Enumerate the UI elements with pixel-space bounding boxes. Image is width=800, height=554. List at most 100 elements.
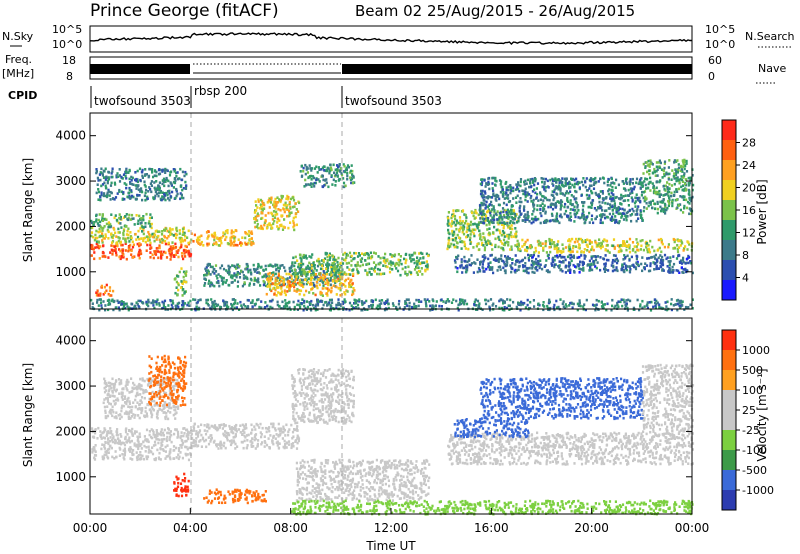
data-cell xyxy=(337,271,340,274)
data-cell xyxy=(553,308,556,312)
data-cell xyxy=(326,303,329,307)
data-cell xyxy=(382,259,385,263)
data-cell xyxy=(128,169,131,173)
data-cell xyxy=(337,301,340,305)
data-cell xyxy=(527,271,530,275)
data-cell xyxy=(447,244,450,248)
data-cell xyxy=(252,242,255,245)
data-cell xyxy=(590,184,593,187)
data-cell xyxy=(584,180,587,184)
data-cell xyxy=(488,187,491,191)
data-cell xyxy=(107,237,110,240)
data-cell xyxy=(672,262,676,266)
data-cell xyxy=(654,257,657,260)
data-cell xyxy=(632,187,635,191)
data-cell xyxy=(497,245,500,249)
data-cell xyxy=(682,162,685,166)
data-cell xyxy=(592,187,596,190)
data-cell xyxy=(170,251,173,255)
data-cell xyxy=(435,300,438,303)
data-cell xyxy=(371,300,374,304)
data-cell xyxy=(573,212,576,216)
data-cell xyxy=(653,268,656,271)
data-cell xyxy=(544,189,547,193)
data-cell xyxy=(395,261,398,265)
data-cell xyxy=(322,303,325,307)
data-cell xyxy=(206,269,210,272)
data-cell xyxy=(527,259,531,262)
data-cell xyxy=(487,209,490,213)
data-cell xyxy=(511,204,514,208)
data-cell xyxy=(286,204,289,207)
data-cell xyxy=(449,245,452,248)
data-cell xyxy=(129,243,132,247)
data-cell xyxy=(524,193,527,196)
data-cell xyxy=(188,254,191,258)
data-cell xyxy=(303,304,306,308)
data-cell xyxy=(305,308,308,311)
data-cell xyxy=(598,245,601,248)
data-cell xyxy=(598,204,602,208)
data-cell xyxy=(323,277,327,280)
data-cell xyxy=(366,273,369,277)
data-cell xyxy=(484,185,487,188)
data-cell xyxy=(670,270,673,274)
data-cell xyxy=(133,255,136,258)
data-cell xyxy=(324,281,327,284)
data-cell xyxy=(643,199,646,203)
data-cell xyxy=(474,262,477,265)
data-cell xyxy=(553,303,556,307)
data-cell xyxy=(662,210,665,214)
data-cell xyxy=(346,174,349,178)
data-cell xyxy=(626,215,629,218)
data-cell xyxy=(299,280,302,284)
data-cell xyxy=(555,299,558,303)
data-cell xyxy=(532,181,535,184)
data-cell xyxy=(670,184,674,187)
data-cell xyxy=(228,271,231,274)
data-cell xyxy=(175,171,178,175)
data-cell xyxy=(101,213,104,216)
data-cell xyxy=(556,178,559,182)
data-cell xyxy=(534,218,537,221)
data-cell xyxy=(610,308,613,312)
data-cell xyxy=(473,211,476,214)
data-cell xyxy=(505,264,509,267)
data-cell xyxy=(614,254,617,257)
data-cell xyxy=(101,234,104,238)
data-cell xyxy=(143,180,146,184)
data-cell xyxy=(120,300,123,303)
data-cell xyxy=(462,224,465,228)
data-cell xyxy=(507,237,510,240)
data-cell xyxy=(397,253,400,256)
data-cell xyxy=(293,308,296,311)
data-cell xyxy=(484,219,487,222)
data-cell xyxy=(334,173,337,177)
data-cell xyxy=(553,263,556,266)
data-cell xyxy=(180,193,183,197)
data-cell xyxy=(194,298,197,302)
data-cell xyxy=(333,273,336,277)
data-cell xyxy=(616,301,619,305)
data-cell xyxy=(297,299,300,303)
data-cell xyxy=(655,299,658,303)
data-cell xyxy=(498,221,501,225)
data-cell xyxy=(511,227,514,231)
data-cell xyxy=(553,219,556,223)
data-cell xyxy=(633,245,636,248)
data-cell xyxy=(515,230,518,234)
data-cell xyxy=(293,289,296,292)
data-cell xyxy=(207,272,210,275)
data-cell xyxy=(277,269,280,273)
data-cell xyxy=(639,178,642,182)
data-cell xyxy=(546,179,549,183)
data-cell xyxy=(401,267,404,271)
data-cell xyxy=(140,221,143,224)
data-cell xyxy=(314,276,317,279)
data-cell xyxy=(280,287,283,290)
freq-unit: [MHz] xyxy=(2,67,34,80)
data-cell xyxy=(335,293,338,296)
data-cell xyxy=(98,257,101,260)
data-cell xyxy=(504,241,507,245)
data-cell xyxy=(220,236,223,239)
